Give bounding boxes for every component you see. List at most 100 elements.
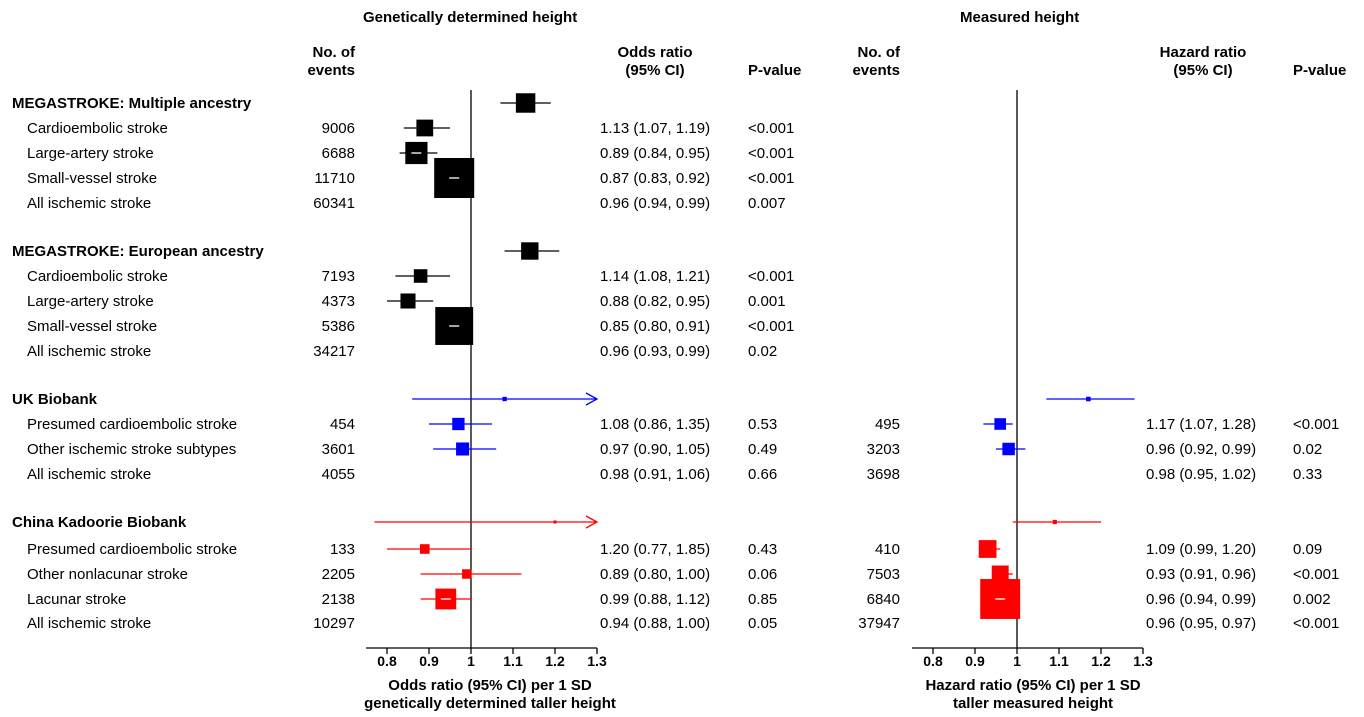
x-tick-label: 1.2: [1091, 653, 1111, 669]
left-pvalue-cell: 0.85: [748, 591, 778, 608]
odds-ratio-cell: 0.97 (0.90, 1.05): [600, 441, 711, 458]
point-estimate: [502, 396, 507, 402]
left-events-header: No. of events: [307, 44, 355, 79]
row-label: All ischemic stroke: [27, 615, 152, 632]
row-label: Small-vessel stroke: [27, 318, 158, 335]
x-tick-label: 1.1: [503, 653, 523, 669]
right-axis-title: Hazard ratio (95% CI) per 1 SD taller me…: [925, 677, 1141, 712]
hazard-ratio-cell: 0.93 (0.91, 0.96): [1146, 566, 1257, 583]
right-events-cell: 495: [874, 416, 900, 433]
point-estimate: [515, 93, 536, 113]
row-label: Cardioembolic stroke: [27, 268, 168, 285]
odds-ratio-cell: 1.14 (1.08, 1.21): [600, 268, 711, 285]
group-header: China Kadoorie Biobank: [12, 514, 187, 531]
right-events-cell: 3698: [866, 466, 900, 483]
point-estimate: [994, 418, 1007, 430]
left-pvalue-cell: 0.53: [748, 416, 778, 433]
left-pvalue-cell: 0.02: [748, 343, 778, 360]
x-tick-label: 0.8: [377, 653, 397, 669]
row-label: All ischemic stroke: [27, 466, 152, 483]
x-tick-label: 0.8: [923, 653, 943, 669]
odds-ratio-cell: 1.13 (1.07, 1.19): [600, 120, 711, 137]
right-pvalue-cell: 0.33: [1293, 466, 1323, 483]
point-estimate: [452, 417, 465, 431]
point-estimate: [416, 119, 434, 137]
right-events-cell: 6840: [866, 591, 900, 608]
left-events-cell: 4373: [321, 293, 355, 310]
point-estimate: [400, 293, 416, 309]
odds-ratio-cell: 1.20 (0.77, 1.85): [600, 541, 711, 558]
hazard-ratio-cell: 0.96 (0.94, 0.99): [1146, 591, 1257, 608]
x-tick-label: 1: [467, 653, 475, 669]
row-label: Large-artery stroke: [27, 145, 154, 162]
hazard-ratio-cell: 0.96 (0.95, 0.97): [1146, 615, 1257, 632]
right-pvalue-cell: 0.002: [1293, 591, 1331, 608]
left-events-cell: 60341: [313, 195, 355, 212]
left-pvalue-cell: 0.007: [748, 195, 786, 212]
left-events-cell: 6688: [321, 145, 355, 162]
left-events-cell: 454: [329, 416, 355, 433]
point-estimate: [1002, 442, 1015, 456]
hazard-ratio-cell: 0.96 (0.92, 0.99): [1146, 441, 1257, 458]
odds-ratio-cell: 1.08 (0.86, 1.35): [600, 416, 711, 433]
row-label: Small-vessel stroke: [27, 170, 158, 187]
left-estimate-header: Odds ratio (95% CI): [617, 44, 693, 79]
x-tick-label: 0.9: [419, 653, 439, 669]
row-label: Other nonlacunar stroke: [27, 566, 188, 583]
row-label: Other ischemic stroke subtypes: [27, 441, 237, 458]
point-estimate: [978, 540, 997, 558]
left-events-cell: 3601: [321, 441, 355, 458]
ci-arrow: [585, 515, 599, 529]
left-events-cell: 2205: [321, 566, 355, 583]
x-tick-label: 1: [1013, 653, 1021, 669]
right-events-cell: 3203: [866, 441, 900, 458]
point-estimate: [553, 520, 557, 524]
right-estimate-header: Hazard ratio (95% CI): [1159, 44, 1247, 79]
point-estimate: [419, 544, 430, 554]
left-events-cell: 10297: [313, 615, 355, 632]
group-header: MEGASTROKE: Multiple ancestry: [12, 95, 252, 112]
right-pvalue-header: P-value: [1293, 62, 1347, 79]
left-pvalue-cell: 0.05: [748, 615, 778, 632]
hazard-ratio-cell: 0.98 (0.95, 1.02): [1146, 466, 1257, 483]
point-estimate: [991, 565, 1009, 583]
right-pvalue-cell: <0.001: [1293, 566, 1340, 583]
right-events-cell: 37947: [858, 615, 900, 632]
left-pvalue-cell: <0.001: [748, 120, 795, 137]
right-events-cell: 410: [874, 541, 900, 558]
point-estimate: [521, 242, 539, 260]
point-estimate: [462, 569, 472, 579]
group-header: UK Biobank: [12, 391, 98, 408]
row-label: Presumed cardioembolic stroke: [27, 416, 238, 433]
point-estimate: [456, 442, 470, 456]
hazard-ratio-cell: 1.17 (1.07, 1.28): [1146, 416, 1257, 433]
left-pvalue-cell: 0.66: [748, 466, 778, 483]
odds-ratio-cell: 0.96 (0.94, 0.99): [600, 195, 711, 212]
point-estimate: [413, 269, 428, 283]
row-label: All ischemic stroke: [27, 195, 152, 212]
right-events-header: No. of events: [852, 44, 900, 79]
odds-ratio-cell: 0.96 (0.93, 0.99): [600, 343, 711, 360]
left-events-cell: 34217: [313, 343, 355, 360]
left-events-cell: 11710: [314, 170, 355, 187]
left-pvalue-cell: 0.001: [748, 293, 786, 310]
left-pvalue-cell: 0.49: [748, 441, 778, 458]
right-pvalue-cell: <0.001: [1293, 416, 1340, 433]
left-panel-title: Genetically determined height: [363, 9, 578, 26]
left-events-cell: 7193: [321, 268, 355, 285]
left-pvalue-cell: 0.43: [748, 541, 778, 558]
right-pvalue-cell: 0.09: [1293, 541, 1323, 558]
x-tick-label: 1.3: [1133, 653, 1153, 669]
group-header: MEGASTROKE: European ancestry: [12, 243, 264, 260]
left-pvalue-cell: 0.06: [748, 566, 778, 583]
left-events-cell: 2138: [321, 591, 355, 608]
odds-ratio-cell: 0.89 (0.84, 0.95): [600, 145, 711, 162]
left-events-cell: 9006: [321, 120, 355, 137]
odds-ratio-cell: 0.99 (0.88, 1.12): [600, 591, 711, 608]
row-label: Large-artery stroke: [27, 293, 154, 310]
left-events-cell: 5386: [321, 318, 355, 335]
ci-arrow: [585, 392, 599, 406]
left-events-cell: 4055: [321, 466, 355, 483]
point-estimate: [1086, 396, 1091, 402]
